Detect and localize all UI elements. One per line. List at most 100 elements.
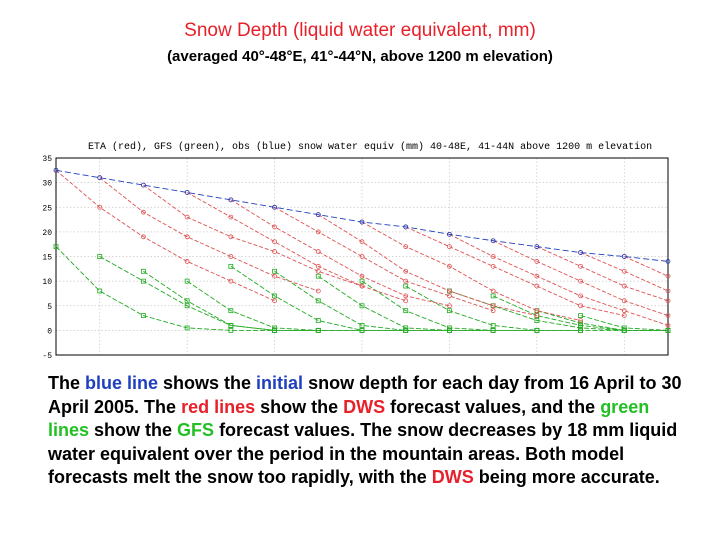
gfs-forecast-point [315,273,321,279]
gfs-forecast-line [492,295,668,331]
description-highlight-blue: blue line [85,373,159,393]
gfs-forecast-point [228,308,234,314]
eta-forecast-point [141,234,146,240]
y-tick-label: 25 [42,204,52,213]
gfs-forecast-point [490,327,496,333]
gfs-forecast-line [318,275,537,331]
eta-forecast-point [665,323,671,328]
page-title: Snow Depth (liquid water equivalent, mm) [184,20,536,41]
description-text: forecast values. The snow decreases by 1… [48,420,678,487]
gfs-forecast-line [536,310,668,331]
observed-point [184,190,190,195]
eta-forecast-line [405,226,625,317]
gfs-forecast-point [578,320,583,326]
gfs-forecast-point [403,325,409,331]
observed-series-group [53,167,671,264]
eta-forecast-point [665,313,671,319]
gfs-forecast-line [186,280,406,331]
eta-forecast-line [99,177,319,292]
eta-forecast-point [272,249,277,254]
observed-point [403,224,409,230]
eta-forecast-point [578,318,583,323]
gfs-forecast-point [359,278,365,284]
observed-point [141,182,146,188]
gfs-forecast-point [184,325,190,331]
eta-forecast-point [315,268,321,274]
gfs-forecast-point [141,278,146,284]
eta-forecast-line [449,233,669,326]
y-tick-label: 0 [47,327,52,336]
eta-forecast-point [184,214,190,220]
eta-forecast-point [665,298,671,304]
observed-point [228,197,234,203]
page-subtitle: (averaged 40°-48°E, 41°-44°N, above 1200… [167,48,553,65]
eta-forecast-point [403,244,409,250]
observed-point [97,175,103,181]
snow-depth-chart: ETA (red), GFS (green), obs (blue) snow … [42,141,671,358]
eta-forecast-point [578,263,583,269]
description-text: snow depth for each day from 16 April to… [48,373,682,417]
eta-forecast-point [403,293,409,299]
eta-forecast-point [447,293,452,299]
gfs-forecast-point [359,303,365,309]
description-highlight-green: green lines [48,396,650,441]
gfs-forecast-line [55,246,275,331]
eta-forecast-point [97,204,103,210]
gfs-forecast-point [272,325,277,331]
gfs-forecast-point [184,303,190,309]
eta-forecast-line [274,206,494,312]
eta-forecast-line [361,221,581,321]
gfs-forecast-point [665,327,671,333]
gfs-forecast-point [490,293,496,299]
eta-forecast-point [141,209,146,215]
gfs-forecast-point [141,268,146,274]
gfs-forecast-point [534,318,540,323]
gfs-forecast-point [272,327,277,333]
gfs-forecast-point [97,254,103,259]
eta-forecast-point [315,263,321,269]
gfs-forecast-point [534,327,540,333]
eta-forecast-point [534,259,540,264]
eta-forecast-point [534,308,540,314]
eta-forecast-point [490,303,496,309]
eta-forecast-line [492,240,669,317]
eta-forecast-point [228,278,234,284]
eta-forecast-point [359,283,365,289]
description-text: forecast values, and the [385,396,601,417]
eta-forecast-point [272,224,277,230]
eta-forecast-point [228,214,234,220]
description-highlight-blue: initial [256,373,304,393]
gfs-forecast-point [315,327,321,333]
observed-point [534,244,540,250]
gfs-forecast-point [141,313,146,319]
y-axis-ticks: -5 0 5 10 15 20 25 30 35 [42,155,52,358]
eta-forecast-point [228,234,234,240]
description-highlight-red: red lines [181,396,256,417]
eta-forecast-point [665,288,671,294]
gfs-forecast-point [97,288,103,294]
eta-forecast-point [403,268,409,274]
y-tick-label: 15 [42,254,52,263]
chart-plot-frame [55,157,669,356]
gfs-forecast-line [274,270,494,331]
gfs-forecast-point [578,325,583,331]
eta-forecast-point [359,239,365,245]
observed-point [621,254,627,259]
eta-forecast-line [186,192,406,302]
observed-line [55,169,669,262]
gfs-forecast-point [359,327,365,333]
eta-forecast-point [490,254,496,259]
gfs-forecast-point [359,323,365,328]
gfs-forecast-line [405,285,625,331]
eta-forecast-point [359,273,365,279]
y-tick-label: 20 [42,229,52,238]
eta-forecast-point [315,249,321,254]
eta-forecast-point [403,278,409,284]
gfs-forecast-point [447,325,452,331]
gfs-forecast-point [184,298,190,304]
observed-point [665,259,671,264]
gfs-forecast-line [449,290,668,331]
y-tick-label: 30 [42,180,52,189]
eta-forecast-point [621,298,627,304]
gfs-forecast-point [447,327,452,333]
